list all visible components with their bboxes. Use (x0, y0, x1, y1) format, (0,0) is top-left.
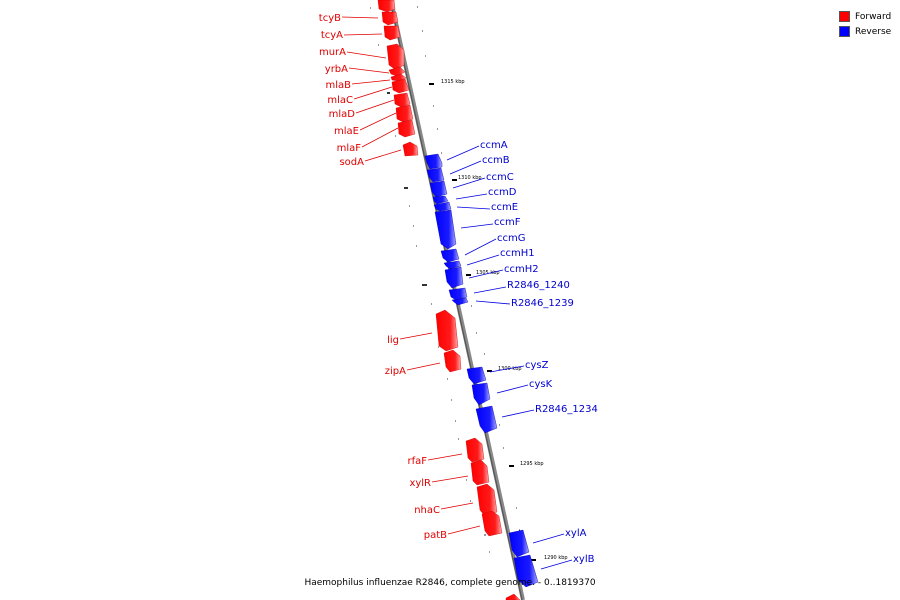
forward-labels: tcyB tcyA murA yrbA mlaB mlaC mlaD mlaE … (319, 13, 447, 541)
label-R2846_1239: R2846_1239 (511, 298, 574, 309)
gene-cysZ[interactable] (466, 366, 487, 385)
gene-mlaE[interactable] (395, 104, 414, 123)
tick-label-1315: 1315 kbp (441, 79, 465, 85)
gene-zipA[interactable] (443, 349, 462, 373)
gene-rfaF[interactable] (465, 437, 485, 463)
label-cysZ: cysZ (525, 360, 549, 371)
gene-murA[interactable] (386, 43, 405, 71)
gene-R2846_1239[interactable] (451, 297, 469, 306)
label-ccmB: ccmB (482, 155, 510, 166)
gene-ccmG[interactable] (440, 248, 460, 263)
minor-ticks (370, 6, 520, 553)
label-murA: murA (319, 47, 346, 58)
gene-ccmH2[interactable] (444, 266, 464, 289)
label-xylB: xylB (573, 554, 595, 565)
label-xylR: xylR (409, 478, 431, 489)
gene-patB[interactable] (481, 510, 503, 537)
gene-nhaC[interactable] (476, 483, 498, 516)
label-mlaE: mlaE (334, 126, 359, 137)
label-R2846_1240: R2846_1240 (507, 280, 570, 291)
label-ccmH2: ccmH2 (504, 264, 539, 275)
gene-cysK[interactable] (471, 382, 491, 406)
label-xylA: xylA (565, 528, 587, 539)
gene-sodA[interactable] (402, 141, 419, 157)
genome-caption: Haemophilus influenzae R2846, complete g… (304, 578, 596, 588)
gene-ccmE[interactable] (433, 201, 452, 212)
gene-ccmF[interactable] (434, 209, 457, 250)
label-zipA: zipA (385, 366, 406, 377)
gene-ccmA[interactable] (424, 153, 443, 170)
legend-forward: Forward (839, 9, 891, 24)
forward-swatch (839, 11, 850, 22)
gene-tcyA-2[interactable] (383, 25, 401, 41)
label-cysK: cysK (529, 379, 553, 390)
gene-mlaC[interactable] (391, 78, 410, 94)
gene-tail[interactable] (505, 593, 521, 600)
gene-ccmH1[interactable] (443, 260, 462, 270)
label-rfaF: rfaF (407, 456, 427, 467)
tick-label-1295: 1295 kbp (520, 461, 544, 467)
reverse-label-lines (446, 145, 573, 570)
label-tcyB: tcyB (319, 13, 341, 24)
label-R2846_1234: R2846_1234 (535, 404, 598, 415)
label-nhaC: nhaC (414, 505, 440, 516)
label-lig: lig (387, 335, 399, 346)
forward-genes (377, 0, 521, 600)
label-mlaC: mlaC (327, 95, 353, 106)
gene-mlaF[interactable] (397, 119, 416, 138)
legend: Forward Reverse (839, 9, 891, 39)
gene-R2846_1234[interactable] (475, 405, 498, 434)
gene-xylA[interactable] (508, 529, 530, 558)
label-mlaB: mlaB (325, 80, 351, 91)
legend-reverse: Reverse (839, 24, 891, 39)
label-sodA: sodA (339, 157, 364, 168)
label-ccmD: ccmD (488, 187, 517, 198)
major-ticks (429, 83, 536, 561)
label-mlaD: mlaD (329, 109, 356, 120)
gene-tcyB[interactable] (377, 0, 396, 13)
legend-forward-label: Forward (855, 11, 892, 22)
tick-label-1300: 1300 kbp (498, 366, 522, 372)
label-tcyA: tcyA (321, 30, 343, 41)
gene-xylB[interactable] (513, 554, 539, 588)
label-mlaF: mlaF (337, 143, 362, 154)
legend-reverse-label: Reverse (855, 26, 892, 37)
gene-ccmB[interactable] (426, 167, 445, 183)
label-ccmF: ccmF (494, 217, 521, 228)
label-ccmA: ccmA (480, 140, 508, 151)
gene-ccmC[interactable] (429, 180, 448, 198)
gene-mlaD[interactable] (393, 92, 411, 108)
label-patB: patB (424, 530, 447, 541)
gene-xylR[interactable] (470, 459, 490, 486)
label-ccmH1: ccmH1 (500, 248, 535, 259)
gene-ccmD[interactable] (432, 195, 449, 205)
gene-lig[interactable] (435, 309, 459, 352)
label-ccmG: ccmG (497, 233, 526, 244)
reverse-labels: ccmA ccmB ccmC ccmD ccmE ccmF ccmG ccmH1… (480, 140, 598, 565)
forward-label-lines (341, 16, 481, 535)
tick-label-1305: 1305 kbp (476, 270, 500, 276)
gene-tcyA[interactable] (381, 11, 399, 26)
label-ccmE: ccmE (491, 202, 518, 213)
reverse-genes (424, 153, 539, 588)
label-ccmC: ccmC (486, 172, 514, 183)
gene-yrbA[interactable] (388, 66, 406, 77)
reverse-swatch (839, 26, 850, 37)
label-yrbA: yrbA (325, 64, 348, 75)
tick-label-1310: 1310 kbp (458, 175, 482, 181)
tick-label-1290: 1290 kbp (544, 555, 568, 561)
